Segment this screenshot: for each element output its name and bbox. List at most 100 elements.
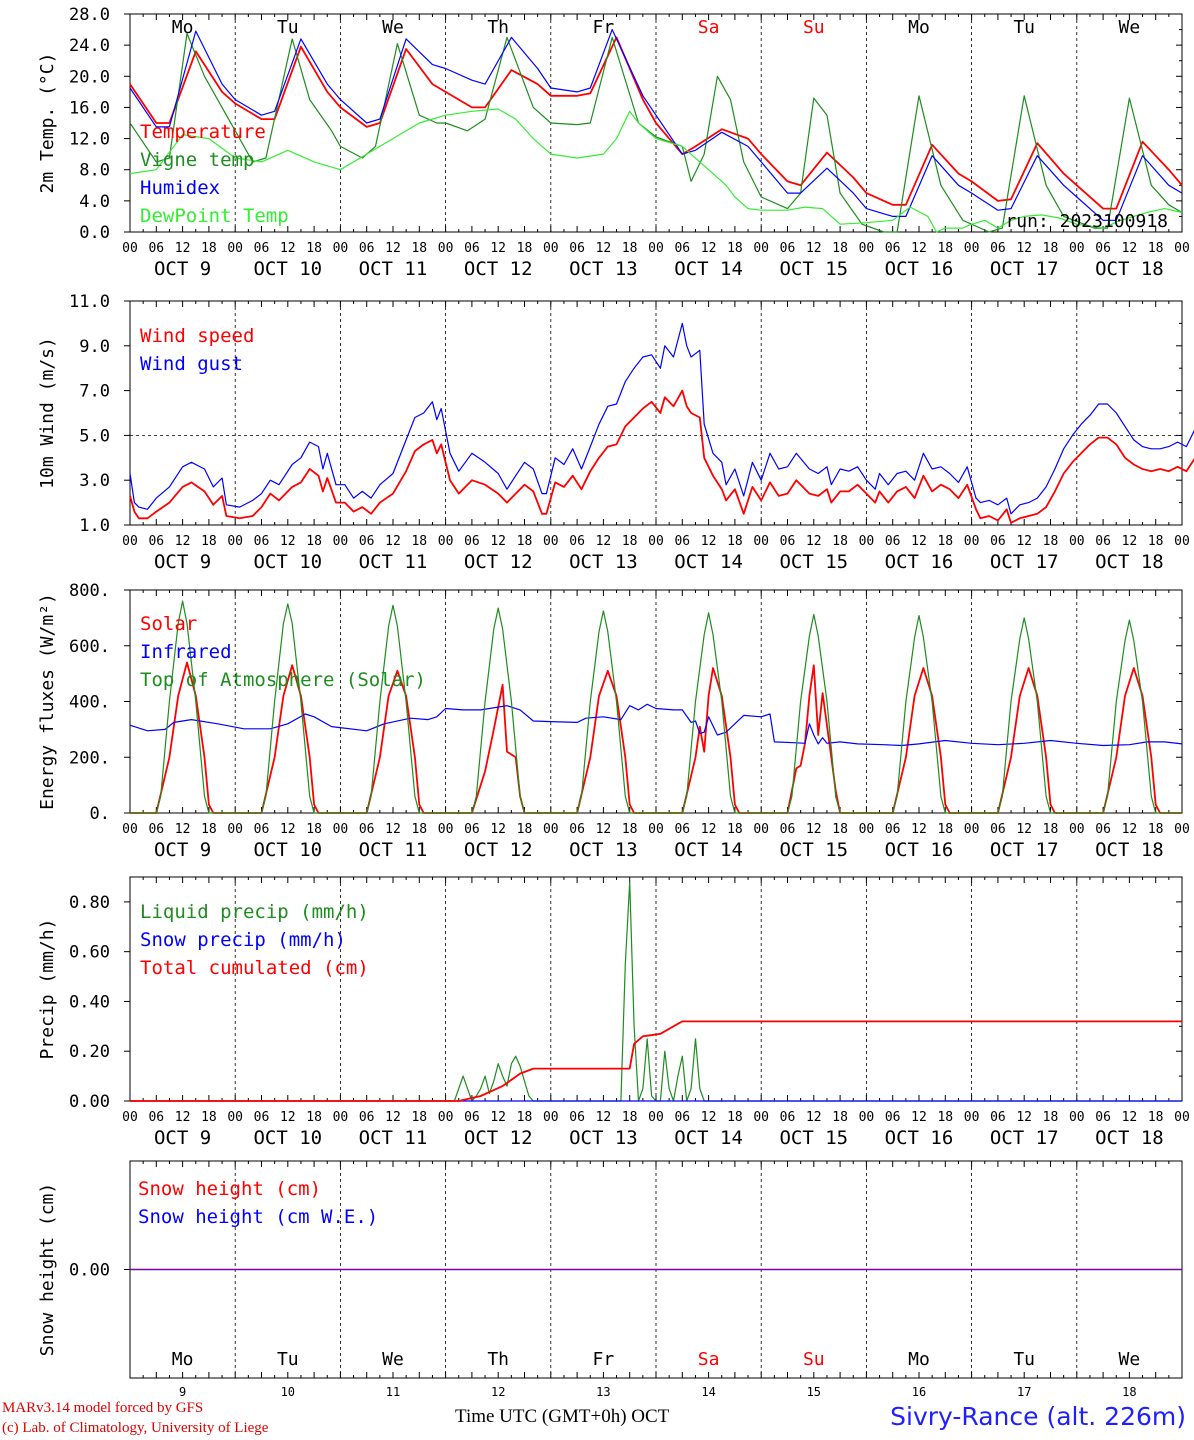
y-tick-label: 0.80 (69, 893, 110, 913)
hour-tick-label: 12 (490, 1110, 506, 1125)
hour-tick-label: 18 (306, 534, 322, 549)
hour-tick-label: 18 (411, 1110, 427, 1125)
date-label: OCT 10 (253, 1127, 322, 1149)
hour-tick-label: 06 (148, 1110, 164, 1125)
hour-tick-label: 06 (254, 1110, 270, 1125)
hour-tick-label: 12 (385, 241, 401, 256)
weekday-label: We (382, 17, 404, 38)
hour-tick-label: 06 (569, 534, 585, 549)
hour-tick-label: 00 (122, 534, 138, 549)
weekday-label: Mo (908, 1349, 930, 1370)
y-tick-label: 5.0 (79, 426, 110, 446)
hour-tick-label: 12 (701, 534, 717, 549)
date-label: OCT 14 (674, 551, 743, 573)
day-number-label: 12 (491, 1385, 505, 1399)
hour-tick-label: 00 (859, 241, 875, 256)
hour-tick-label: 06 (674, 822, 690, 837)
hour-tick-label: 06 (990, 1110, 1006, 1125)
hour-tick-label: 00 (122, 241, 138, 256)
hour-tick-label: 06 (1095, 241, 1111, 256)
y-tick-label: 0.40 (69, 992, 110, 1012)
hour-tick-label: 00 (438, 534, 454, 549)
series-line (130, 881, 1182, 1102)
weekday-label: Th (487, 1349, 509, 1370)
y-axis-label: Precip (mm/h) (37, 919, 58, 1060)
y-tick-label: 400. (69, 693, 110, 713)
hour-tick-label: 12 (911, 822, 927, 837)
y-tick-label: 0.00 (69, 1092, 110, 1112)
hour-tick-label: 18 (517, 1110, 533, 1125)
hour-tick-label: 18 (201, 822, 217, 837)
hour-tick-label: 00 (333, 534, 349, 549)
hour-tick-label: 12 (280, 822, 296, 837)
hour-tick-label: 06 (990, 822, 1006, 837)
day-number-label: 17 (1017, 1385, 1031, 1399)
hour-tick-label: 00 (1174, 822, 1190, 837)
date-label: OCT 17 (990, 839, 1059, 861)
hour-tick-label: 06 (885, 241, 901, 256)
hour-tick-label: 12 (280, 1110, 296, 1125)
date-label: OCT 15 (779, 551, 848, 573)
hour-tick-label: 12 (490, 534, 506, 549)
hour-tick-label: 18 (622, 1110, 638, 1125)
hour-tick-label: 00 (438, 241, 454, 256)
hour-tick-label: 18 (727, 1110, 743, 1125)
series-line (129, 29, 1183, 221)
series-line (129, 108, 1183, 233)
hour-tick-label: 12 (806, 241, 822, 256)
hour-tick-label: 00 (1069, 1110, 1085, 1125)
date-label: OCT 10 (253, 258, 322, 280)
y-tick-label: 0. (90, 804, 110, 824)
y-tick-label: 11.0 (69, 292, 110, 312)
hour-tick-label: 12 (596, 534, 612, 549)
y-axis-label: Energy fluxes (W/m²) (37, 593, 58, 810)
hour-tick-label: 00 (753, 241, 769, 256)
weekday-label: Tu (277, 17, 299, 38)
hour-tick-label: 18 (832, 822, 848, 837)
hour-tick-label: 06 (359, 534, 375, 549)
hour-tick-label: 00 (964, 241, 980, 256)
hour-tick-label: 12 (1122, 1110, 1138, 1125)
hour-tick-label: 18 (201, 1110, 217, 1125)
date-label: OCT 15 (779, 258, 848, 280)
date-label: OCT 17 (990, 1127, 1059, 1149)
date-label: OCT 16 (885, 839, 954, 861)
hour-tick-label: 00 (1174, 1110, 1190, 1125)
hour-tick-label: 18 (727, 241, 743, 256)
hour-tick-label: 06 (359, 241, 375, 256)
weekday-label: Mo (172, 1349, 194, 1370)
hour-tick-label: 00 (859, 534, 875, 549)
hour-tick-label: 00 (122, 822, 138, 837)
series-line (129, 703, 1183, 747)
hour-tick-label: 18 (1148, 241, 1164, 256)
hour-tick-label: 12 (806, 822, 822, 837)
y-tick-label: 0.0 (79, 223, 110, 243)
hour-tick-label: 18 (411, 822, 427, 837)
hour-tick-label: 12 (596, 822, 612, 837)
date-label: OCT 11 (359, 839, 428, 861)
hour-tick-label: 12 (1016, 822, 1032, 837)
hour-tick-label: 06 (148, 534, 164, 549)
weekday-label: We (1119, 17, 1141, 38)
series-line (130, 1020, 1182, 1102)
hour-tick-label: 06 (254, 822, 270, 837)
hour-tick-label: 00 (333, 822, 349, 837)
legend-entry: Infrared (140, 641, 232, 663)
hour-tick-label: 18 (201, 534, 217, 549)
weekday-label: We (382, 1349, 404, 1370)
weekday-label: Th (487, 17, 509, 38)
hour-tick-label: 12 (806, 534, 822, 549)
date-label: OCT 12 (464, 1127, 533, 1149)
date-label: OCT 12 (464, 839, 533, 861)
hour-tick-label: 18 (411, 534, 427, 549)
date-label: OCT 18 (1095, 839, 1164, 861)
y-tick-label: 600. (69, 637, 110, 657)
panel-2: 00 06 12 18 00 06 12 18 00 06 12 18 00 06 12 18 00 06 12 18… (37, 292, 1194, 573)
hour-tick-label: 12 (701, 1110, 717, 1125)
hour-tick-label: 00 (753, 822, 769, 837)
hour-tick-label: 00 (1069, 822, 1085, 837)
run-label: run: 2023100918 (1005, 211, 1168, 232)
y-tick-label: 0.60 (69, 943, 110, 963)
hour-tick-label: 00 (227, 534, 243, 549)
hour-tick-label: 12 (806, 1110, 822, 1125)
